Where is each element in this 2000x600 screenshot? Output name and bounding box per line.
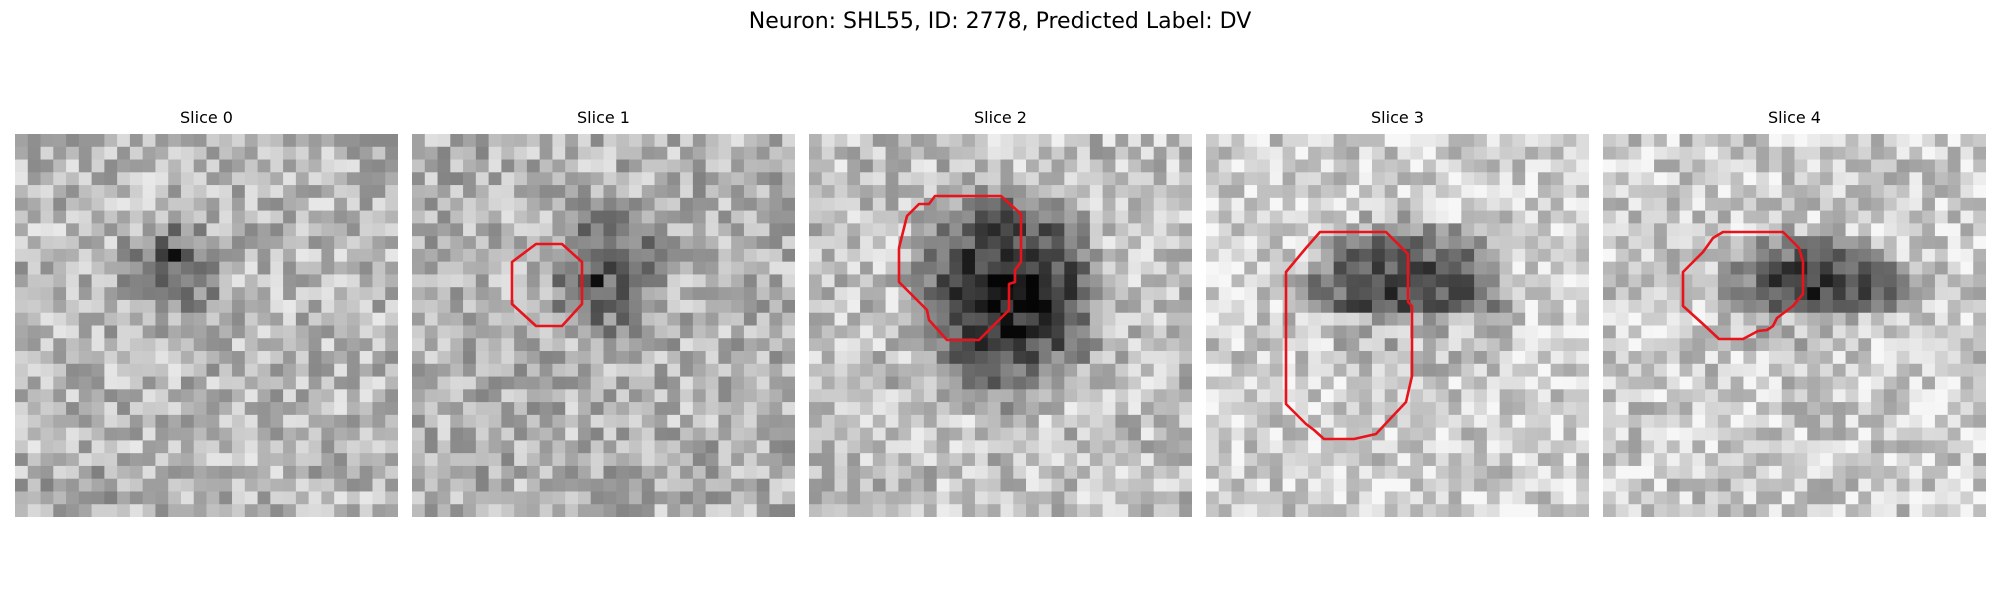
slice-image <box>1206 134 1589 517</box>
figure-title: Neuron: SHL55, ID: 2778, Predicted Label… <box>748 9 1252 34</box>
panel-slice-3: Slice 3 <box>1206 108 1589 517</box>
roi-contour <box>1681 230 1805 341</box>
panel-slice-0: Slice 0 <box>15 108 398 517</box>
slice-image <box>15 134 398 517</box>
roi-contour <box>897 194 1023 342</box>
panel-title: Slice 2 <box>974 108 1027 127</box>
panel-slice-2: Slice 2 <box>809 108 1192 517</box>
slice-image <box>412 134 795 517</box>
panel-slice-4: Slice 4 <box>1603 108 1986 517</box>
panel-title: Slice 1 <box>577 108 630 127</box>
panel-title: Slice 4 <box>1768 108 1821 127</box>
roi-contour <box>510 242 584 328</box>
roi-contour <box>1284 230 1414 441</box>
slice-image <box>1603 134 1986 517</box>
panel-title: Slice 0 <box>180 108 233 127</box>
panel-slice-1: Slice 1 <box>412 108 795 517</box>
slice-image <box>809 134 1192 517</box>
panel-title: Slice 3 <box>1371 108 1424 127</box>
